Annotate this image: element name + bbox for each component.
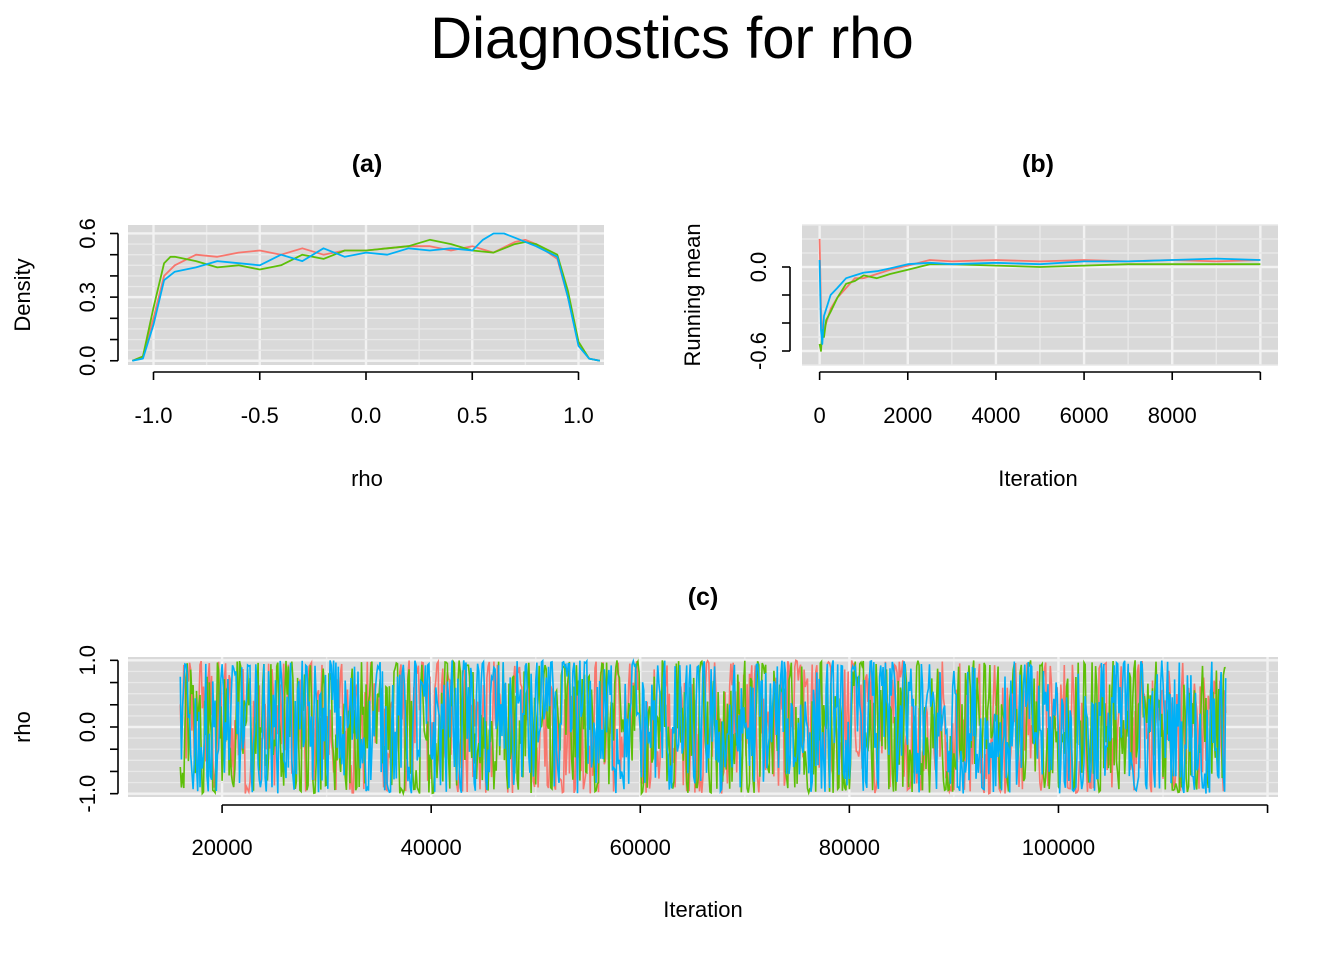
x-tick-label: 0 xyxy=(814,403,826,428)
y-tick-label: 0.3 xyxy=(75,282,100,313)
x-tick-label: -0.5 xyxy=(241,403,279,428)
panel-b-series xyxy=(818,238,1261,352)
panel-b-grid xyxy=(802,224,1278,366)
y-tick-label: 0.0 xyxy=(75,712,100,743)
panel-c-series xyxy=(179,658,1227,797)
panel-b-y-axis: -0.6 0.0 xyxy=(746,252,791,370)
figure-title: Diagnostics for rho xyxy=(430,6,914,71)
panel-c-y-label: rho xyxy=(10,711,35,743)
x-tick-label: 100000 xyxy=(1022,835,1095,860)
panel-c-x-label: Iteration xyxy=(663,897,743,922)
series-line-3 xyxy=(132,232,600,362)
x-tick-label: 1.0 xyxy=(563,403,594,428)
x-tick-label: 20000 xyxy=(191,835,252,860)
y-tick-label: -1.0 xyxy=(75,775,100,813)
x-tick-label: 6000 xyxy=(1060,403,1109,428)
panel-c-title: (c) xyxy=(688,583,719,611)
x-tick-label: 0.5 xyxy=(457,403,488,428)
x-tick-label: 60000 xyxy=(610,835,671,860)
y-tick-label: 1.0 xyxy=(75,645,100,676)
panel-a-y-label: Density xyxy=(10,258,35,331)
panel-a-x-label: rho xyxy=(351,466,383,491)
panel-a-title: (a) xyxy=(352,150,383,178)
panel-b-x-axis: 0 2000 4000 6000 8000 xyxy=(814,371,1262,428)
x-tick-label: 40000 xyxy=(401,835,462,860)
series-line-2 xyxy=(131,238,600,362)
y-tick-label: 0.0 xyxy=(75,345,100,376)
panel-a-grid xyxy=(128,225,604,365)
y-tick-label: -0.6 xyxy=(746,332,771,370)
x-tick-label: 0.0 xyxy=(351,403,382,428)
panel-a-density: (a) -1.0 -0.5 0.0 0.5 1.0 0.0 0.3 0.6 rho Dens… xyxy=(10,150,604,491)
panel-b-title: (b) xyxy=(1022,150,1054,178)
x-tick-label: 2000 xyxy=(883,403,932,428)
panel-b-y-label: Running mean xyxy=(680,223,705,366)
x-tick-label: 8000 xyxy=(1148,403,1197,428)
trace-line-3 xyxy=(179,658,1227,795)
y-tick-label: 0.0 xyxy=(746,252,771,283)
x-tick-label: 80000 xyxy=(819,835,880,860)
panel-a-x-axis: -1.0 -0.5 0.0 0.5 1.0 xyxy=(135,371,594,428)
panel-b-running-mean: (b) 0 2000 4000 6000 8000 -0.60.0 Iteration … xyxy=(680,150,1278,491)
panel-c-x-axis: 20000 40000 60000 80000 100000 xyxy=(191,804,1269,860)
panel-a-y-axis: 0.0 0.3 0.6 xyxy=(75,218,119,376)
series-line-3 xyxy=(818,257,1261,345)
panel-c-trace: (c) 20000 40000 60000 80000 100000 -1.0 0.0 1.… xyxy=(10,583,1278,922)
x-tick-label: 4000 xyxy=(971,403,1020,428)
panel-b-x-label: Iteration xyxy=(998,466,1078,491)
panel-c-y-axis: -1.0 0.0 1.0 xyxy=(75,645,119,813)
y-tick-label: 0.6 xyxy=(75,218,100,249)
panel-a-series xyxy=(131,232,600,362)
series-line-2 xyxy=(818,263,1261,352)
x-tick-label: -1.0 xyxy=(135,403,173,428)
